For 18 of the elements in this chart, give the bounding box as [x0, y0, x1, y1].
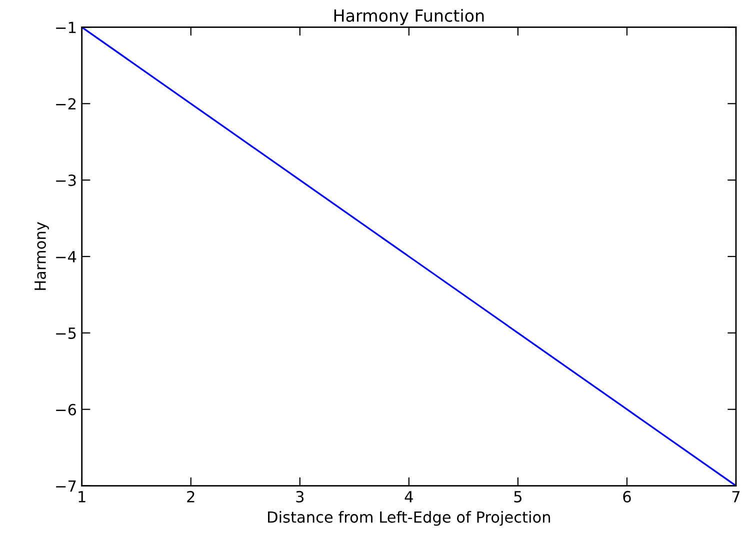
y-tick-label: −3	[56, 174, 76, 186]
x-tick-label: 3	[296, 490, 304, 502]
line-series	[82, 27, 736, 486]
y-tick-label: −1	[56, 22, 76, 34]
y-tick-label: −7	[56, 480, 76, 492]
x-tick-label: 1	[78, 491, 86, 502]
y-tick-label: −6	[56, 404, 76, 416]
chart-title: Harmony Function	[334, 8, 484, 26]
x-tick-label: 6	[623, 490, 631, 502]
x-tick-label: 2	[187, 490, 194, 502]
y-tick-label: −4	[56, 251, 76, 262]
y-axis-title: Harmony	[34, 222, 49, 290]
x-tick-label: 4	[404, 491, 413, 502]
x-tick-label: 7	[732, 491, 740, 502]
x-tick-label: 5	[514, 491, 522, 502]
y-tick-label: −2	[56, 98, 76, 110]
y-tick-label: −5	[56, 328, 76, 339]
x-axis-title: Distance from Left-Edge of Projection	[268, 510, 550, 526]
